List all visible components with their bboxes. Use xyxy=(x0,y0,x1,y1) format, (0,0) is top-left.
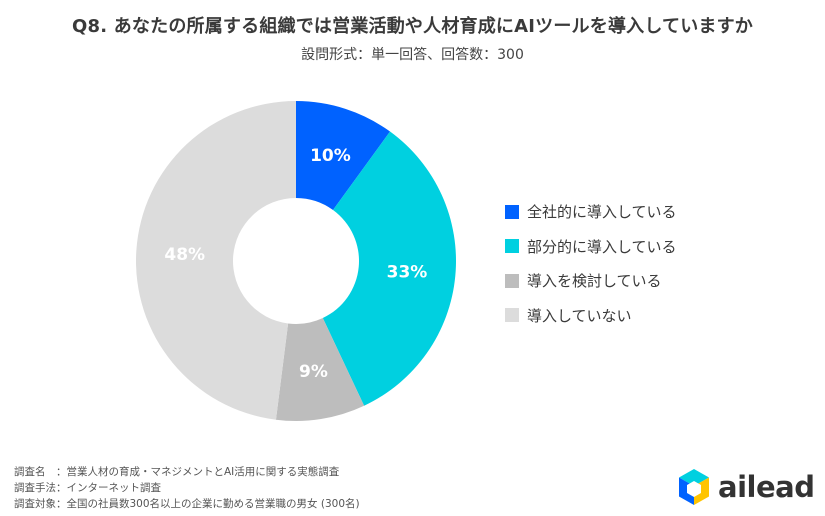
donut-slice xyxy=(322,131,457,406)
legend-label: 導入していない xyxy=(527,306,632,325)
donut-value-labels: 10% 33% 9% 48% xyxy=(164,146,427,382)
legend-item: 全社的に導入している xyxy=(505,200,677,223)
ailead-cube-icon xyxy=(679,469,709,505)
survey-target: 調査対象：全国の社員数300名以上の企業に勤める営業職の男女 (300名) xyxy=(14,498,360,510)
logo-text: ailead xyxy=(718,470,815,504)
survey-method: 調査手法：インターネット調査 xyxy=(14,482,161,494)
donut-slice xyxy=(135,101,296,420)
legend-label: 導入を検討している xyxy=(527,272,662,290)
legend-swatch xyxy=(505,273,519,288)
legend-item: 導入を検討している xyxy=(505,269,677,292)
donut-slice xyxy=(275,318,365,421)
slice-value-label: 9% xyxy=(299,362,328,382)
slice-value-label: 10% xyxy=(310,146,351,166)
survey-footer: 調査名 ：営業人材の育成・マネジメントとAI活用に関する実態調査 調査手法：イン… xyxy=(14,464,360,512)
legend-swatch xyxy=(505,204,519,219)
legend-swatch xyxy=(505,239,519,253)
legend-item: 導入していない xyxy=(505,304,677,327)
chart-title: Q8. あなたの所属する組織では営業活動や人材育成にAIツールを導入していますか xyxy=(71,16,753,37)
survey-name: 調査名 ：営業人材の育成・マネジメントとAI活用に関する実態調査 xyxy=(14,466,340,478)
chart-subtitle: 設問形式：単一回答、回答数：300 xyxy=(301,47,524,63)
slice-value-label: 48% xyxy=(164,245,205,265)
chart-legend: 全社的に導入している 部分的に導入している 導入を検討している 導入していない xyxy=(505,200,677,338)
legend-label: 全社的に導入している xyxy=(527,203,677,221)
legend-swatch xyxy=(505,308,519,322)
legend-item: 部分的に導入している xyxy=(505,235,677,258)
slice-value-label: 33% xyxy=(387,262,428,282)
donut-slice xyxy=(296,101,391,211)
legend-label: 部分的に導入している xyxy=(527,237,677,256)
ailead-logo: ailead xyxy=(677,468,815,506)
donut-slices xyxy=(135,101,457,421)
